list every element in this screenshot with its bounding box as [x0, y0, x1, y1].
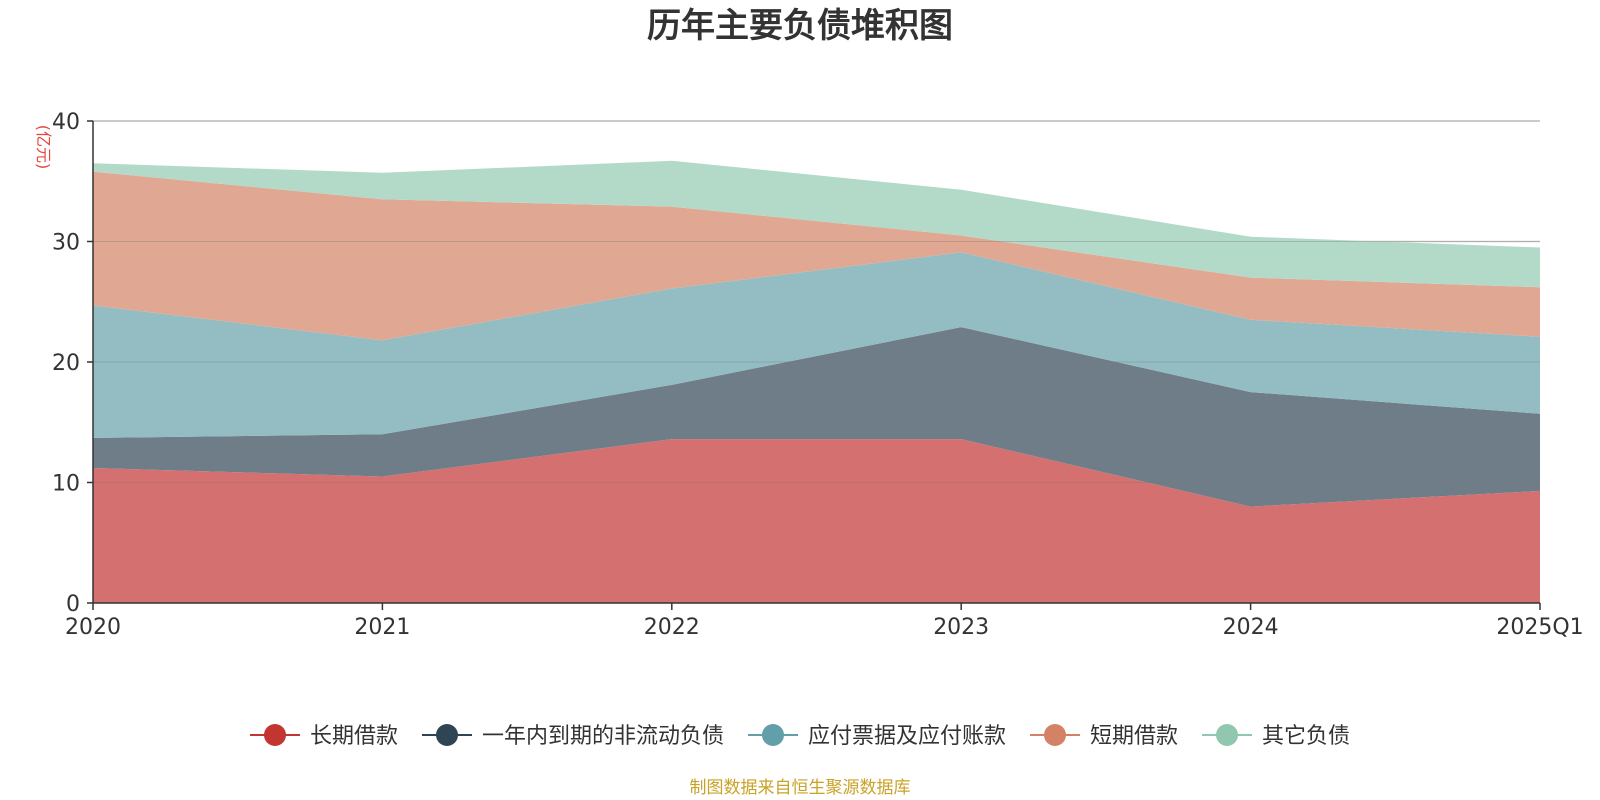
axes: 0 10 20 30 40 2020 2021 2022 2023 2024 2025Q1: [52, 110, 1584, 640]
legend-label-1: 一年内到期的非流动负债: [482, 724, 724, 749]
chart-title: 历年主要负债堆积图: [647, 6, 953, 46]
y-tick-label-3: 30: [52, 231, 80, 256]
legend-label-4: 其它负债: [1262, 724, 1350, 749]
legend-label-0: 长期借款: [310, 724, 398, 749]
series-areas: [93, 120, 1540, 603]
legend-item-1[interactable]: 一年内到期的非流动负债: [422, 724, 724, 749]
legend-label-3: 短期借款: [1090, 724, 1178, 749]
x-tick-label-3: 2023: [933, 615, 989, 640]
legend-marker-3: [1044, 724, 1066, 746]
legend-item-0[interactable]: 长期借款: [250, 724, 398, 749]
legend: 长期借款 一年内到期的非流动负债 应付票据及应付账款 短期借款 其它负债: [250, 724, 1350, 749]
x-tick-label-1: 2021: [354, 615, 410, 640]
series-area-2: [93, 252, 1540, 438]
series-area-1: [93, 327, 1540, 507]
y-tick-label-1: 10: [52, 472, 80, 497]
y-axis-unit-label: (亿元): [34, 125, 53, 170]
legend-marker-4: [1216, 724, 1238, 746]
y-tick-label-0: 0: [66, 592, 80, 617]
x-tick-label-4: 2024: [1223, 615, 1279, 640]
series-area-4: [93, 160, 1540, 288]
x-tick-label-2: 2022: [644, 615, 700, 640]
legend-item-3[interactable]: 短期借款: [1030, 724, 1178, 749]
legend-item-4[interactable]: 其它负债: [1202, 724, 1350, 749]
data-source-note: 制图数据来自恒生聚源数据库: [690, 778, 911, 798]
series-area-0: [93, 439, 1540, 603]
x-tick-label-5: 2025Q1: [1496, 615, 1583, 640]
legend-label-2: 应付票据及应付账款: [808, 724, 1006, 749]
y-tick-label-4: 40: [52, 110, 80, 135]
legend-marker-0: [264, 724, 286, 746]
series-area-3: [93, 171, 1540, 341]
legend-marker-2: [762, 724, 784, 746]
legend-marker-1: [436, 724, 458, 746]
x-tick-label-0: 2020: [65, 615, 121, 640]
legend-item-2[interactable]: 应付票据及应付账款: [748, 724, 1006, 749]
y-tick-label-2: 20: [52, 351, 80, 376]
